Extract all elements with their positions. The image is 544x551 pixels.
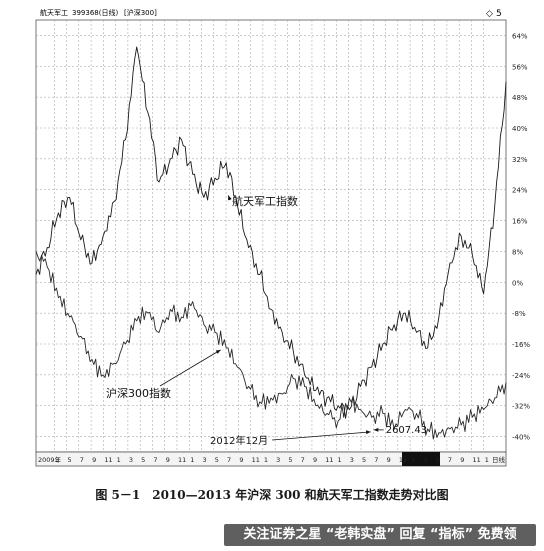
x-tick-label: 11 xyxy=(399,456,407,464)
annotation-arrow-aerospace-head xyxy=(228,195,232,201)
chart-header-code: 399368(日线) xyxy=(72,8,118,17)
x-tick-label: 9 xyxy=(387,456,391,464)
x-tick-label: 11 xyxy=(325,456,333,464)
x-tick-label: 1 xyxy=(117,456,121,464)
annotation-low-value: 2607.43 xyxy=(386,425,427,436)
series-line-csi300-index xyxy=(35,251,507,440)
x-tick-label: 9 xyxy=(239,456,243,464)
y-tick-label: 16% xyxy=(512,218,528,226)
x-tick-label: 3 xyxy=(350,456,354,464)
annotation-arrow-csi300-head xyxy=(215,349,221,354)
x-tick-label: 5 xyxy=(141,456,145,464)
x-tick-label: 7 xyxy=(153,456,157,464)
x-tick-label: 11 xyxy=(252,456,260,464)
annotation-date: 2012年12月 xyxy=(210,434,268,447)
y-tick-label: 24% xyxy=(512,187,528,195)
annotation-arrow-date xyxy=(271,431,371,441)
x-tick-label: 5 xyxy=(68,456,72,464)
watermark-banner: 关注证券之星 “老韩实盘” 回复 “指标” 免费领 xyxy=(224,524,536,546)
x-tick-label: 11 xyxy=(472,456,480,464)
x-tick-label: 9 xyxy=(313,456,317,464)
x-tick-label: 3 xyxy=(203,456,207,464)
y-tick-label: 64% xyxy=(512,32,528,40)
x-tick-label: 11 xyxy=(104,456,112,464)
x-axis-dark-segment xyxy=(402,452,440,466)
series-lines xyxy=(35,46,507,440)
x-tick-label: 5 xyxy=(288,456,292,464)
y-tick-label: -24% xyxy=(512,372,530,380)
x-tick-label: 1 xyxy=(411,456,415,464)
x-tick-label: 7 xyxy=(374,456,378,464)
x-tick-label: 3 xyxy=(55,456,59,464)
y-tick-label: 32% xyxy=(512,156,528,164)
x-tick-label: 5 xyxy=(436,456,440,464)
x-tick-label: 1 xyxy=(485,456,489,464)
x-tick-label: 7 xyxy=(227,456,231,464)
figure-caption: 图 5－1 2010—2013 年沪深 300 和航天军工指数走势对比图 xyxy=(95,488,449,502)
x-tick-label-first: 2009年 xyxy=(38,455,62,464)
x-tick-label: 9 xyxy=(166,456,170,464)
y-tick-label: -32% xyxy=(512,403,530,411)
corner-label: 5 xyxy=(496,9,502,19)
plot-frame xyxy=(35,19,507,453)
y-tick-label: 40% xyxy=(512,125,528,133)
x-tick-label: 3 xyxy=(129,456,133,464)
x-tick-label: 7 xyxy=(448,456,452,464)
x-tick-label: 11 xyxy=(178,456,186,464)
y-tick-label: 48% xyxy=(512,94,528,102)
y-tick-label: -40% xyxy=(512,434,530,442)
x-tick-label: 9 xyxy=(460,456,464,464)
y-tick-label: -8% xyxy=(512,310,526,318)
chart-header-compare: [沪深300] xyxy=(124,8,157,17)
annotation-aerospace-index: 航天军工指数 xyxy=(232,194,298,208)
x-axis-bar xyxy=(35,451,507,467)
x-tick-label: 9 xyxy=(92,456,96,464)
x-tick-label-end: 日线 xyxy=(492,455,506,464)
x-tick-label: 1 xyxy=(264,456,268,464)
y-tick-label: 0% xyxy=(512,279,523,287)
y-tick-label: 8% xyxy=(512,248,523,256)
y-axis: 64% 56% 48% 40% 32% 24% 16% 8% 0% -8% -16% -24% -32%… xyxy=(512,32,530,441)
x-tick-label: 5 xyxy=(362,456,366,464)
annotation-arrow-low-value-head xyxy=(373,427,379,432)
corner-diamond-icon[interactable]: ◇ xyxy=(486,9,493,19)
x-tick-label: 1 xyxy=(337,456,341,464)
x-tick-label: 3 xyxy=(276,456,280,464)
chart-header-title: 航天军工 xyxy=(40,8,68,17)
annotation-arrow-csi300 xyxy=(159,349,221,387)
y-tick-label: 56% xyxy=(512,63,528,71)
annotation-csi300-index: 沪深300指数 xyxy=(106,386,171,400)
x-tick-label: 3 xyxy=(423,456,427,464)
x-tick-label: 5 xyxy=(215,456,219,464)
y-tick-label: -16% xyxy=(512,341,530,349)
x-tick-label: 7 xyxy=(301,456,305,464)
x-tick-label: 7 xyxy=(80,456,84,464)
x-tick-label: 1 xyxy=(190,456,194,464)
series-line-aerospace-index xyxy=(35,46,507,419)
annotation-arrow-date-head xyxy=(365,430,371,435)
